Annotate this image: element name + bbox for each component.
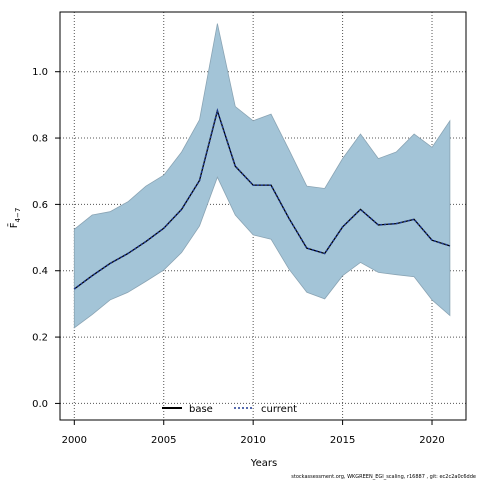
legend-label-base: base — [189, 404, 213, 415]
confidence-band-layer — [73, 23, 451, 329]
legend: base current — [162, 404, 297, 415]
legend-label-current: current — [261, 404, 297, 415]
x-tick-label: 2020 — [419, 435, 444, 446]
x-tick-label: 2010 — [240, 435, 265, 446]
y-axis-title-main: F̄ — [7, 222, 20, 228]
svg-text:F̄4−7: F̄4−7 — [7, 208, 22, 229]
y-tick-label: 1.0 — [32, 67, 48, 78]
y-axis-title: F̄4−7 — [7, 208, 22, 229]
y-tick-label: 0.0 — [32, 399, 48, 410]
y-tick-label: 0.8 — [32, 134, 48, 145]
series-layer — [73, 107, 451, 290]
x-tick-label: 2005 — [151, 435, 176, 446]
plot-frame — [59, 11, 467, 421]
axis-ticks: 2000 2005 2010 2015 2020 0.0 0.2 0.4 0.6 0.8 1.0 — [32, 67, 445, 446]
confidence-band — [73, 23, 451, 329]
x-tick-label: 2000 — [62, 435, 87, 446]
y-tick-label: 0.2 — [32, 333, 48, 344]
footer-credit: stockassessment.org, WKGREEN_EGI_scaling… — [291, 474, 476, 480]
y-axis-title-subscript: 4−7 — [14, 208, 22, 223]
x-axis-title: Years — [250, 458, 277, 469]
series-line-current — [73, 107, 451, 290]
y-tick-label: 0.4 — [32, 266, 48, 277]
y-tick-label: 0.6 — [32, 200, 48, 211]
x-tick-label: 2015 — [330, 435, 355, 446]
